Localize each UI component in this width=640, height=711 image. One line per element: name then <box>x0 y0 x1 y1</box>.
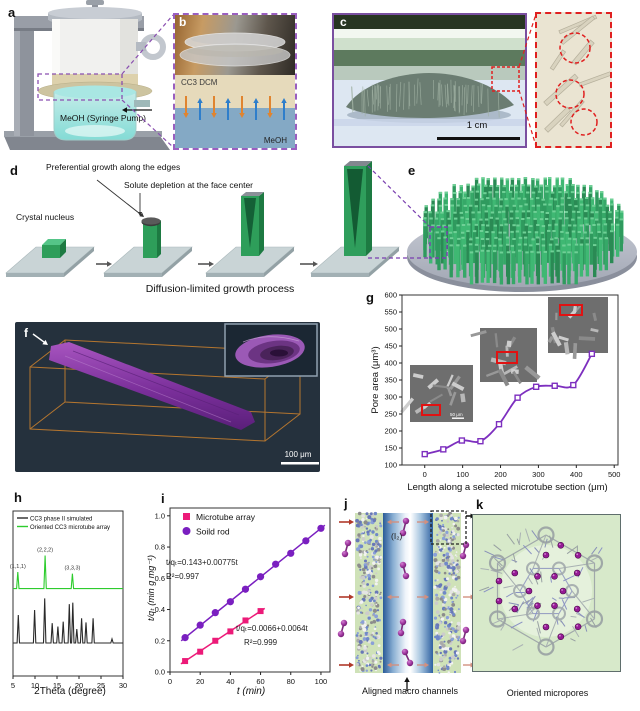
svg-text:100: 100 <box>315 677 328 686</box>
svg-text:20: 20 <box>196 677 204 686</box>
svg-text:CC3 phase II simulated: CC3 phase II simulated <box>30 517 92 523</box>
svg-text:250: 250 <box>384 410 397 419</box>
panel-k-label: k <box>476 497 484 512</box>
panel-j-macro-channels <box>337 510 475 691</box>
svg-text:0.2: 0.2 <box>155 636 165 645</box>
pump-annotation: MeOH (Syringe Pump) <box>60 113 146 123</box>
svg-text:0.0: 0.0 <box>155 668 165 677</box>
panel-a-label: a <box>8 5 16 20</box>
svg-text:300: 300 <box>384 393 397 402</box>
panel-g-label: g <box>366 290 374 305</box>
i-ylabel: t/qₜ (min g mg⁻¹) <box>146 555 156 621</box>
svg-text:50 μm: 50 μm <box>450 412 463 417</box>
svg-text:40: 40 <box>226 677 234 686</box>
svg-text:t/qₜ=0.143+0.00775t: t/qₜ=0.143+0.00775t <box>166 558 239 567</box>
panel-b-diagram: CC3 DCM MeOH <box>175 75 295 148</box>
panel-b-photo: b <box>175 15 295 75</box>
svg-text:450: 450 <box>384 342 397 351</box>
panel-h-xrd-chart: 5 10 15 20 25 30 (1,1,1) (2,2,2) (3,3,3) CC3 phas… <box>10 510 127 690</box>
svg-text:(3,3,3): (3,3,3) <box>64 566 80 572</box>
f-scale-bar-label: 100 μm <box>284 450 312 459</box>
panel-b-label: b <box>179 15 187 29</box>
panel-d-caption: Diffusion-limited growth process <box>145 283 295 295</box>
svg-text:0: 0 <box>168 677 172 686</box>
svg-text:Microtube array: Microtube array <box>196 512 256 522</box>
solution-label: CC3 DCM <box>181 78 218 87</box>
panel-a-apparatus <box>4 0 170 150</box>
svg-text:150: 150 <box>384 444 397 453</box>
svg-text:200: 200 <box>494 470 507 479</box>
svg-text:200: 200 <box>384 427 397 436</box>
svg-text:400: 400 <box>570 470 583 479</box>
iodine-label: (I₂) <box>391 531 403 541</box>
microtube-closeup <box>543 14 610 136</box>
svg-text:t/qₜ=0.0066+0.0064t: t/qₜ=0.0066+0.0064t <box>236 624 309 633</box>
g-ylabel: Pore area (μm³) <box>370 346 381 414</box>
panel-e-label: e <box>408 163 416 178</box>
svg-text:0.8: 0.8 <box>155 543 165 552</box>
panel-h-label: h <box>14 490 22 505</box>
svg-text:500: 500 <box>608 470 621 479</box>
svg-text:500: 500 <box>384 325 397 334</box>
svg-text:600: 600 <box>384 291 397 300</box>
panel-f-tomography <box>15 322 320 472</box>
panel-k-micropores <box>472 514 621 672</box>
svg-text:Oriented CC3 microtube array: Oriented CC3 microtube array <box>30 525 110 531</box>
svg-text:(2,2,2): (2,2,2) <box>37 548 53 554</box>
svg-text:5: 5 <box>11 681 15 690</box>
svg-text:100: 100 <box>384 461 397 470</box>
svg-text:550: 550 <box>384 308 397 317</box>
svg-text:300: 300 <box>532 470 545 479</box>
callout-edges: Preferential growth along the edges <box>46 162 181 172</box>
svg-text:Soild rod: Soild rod <box>196 527 230 537</box>
svg-text:20: 20 <box>75 681 83 690</box>
svg-text:R²=0.999: R²=0.999 <box>244 638 278 647</box>
scale-bar-label: 1 cm <box>466 120 488 131</box>
panel-j-label: j <box>344 496 348 511</box>
diffusion-arrows <box>175 75 295 148</box>
panel-c-magnified-inset <box>535 12 612 148</box>
glass-dish-illustration <box>179 32 291 67</box>
microtube-3d-render <box>29 323 319 465</box>
svg-text:10: 10 <box>31 681 39 690</box>
svg-text:400: 400 <box>384 359 397 368</box>
solvent-label: MeOH <box>263 135 287 145</box>
g-xlabel: Length along a selected microtube sectio… <box>407 482 608 493</box>
svg-text:60: 60 <box>256 677 264 686</box>
panel-c-label: c <box>340 15 347 29</box>
svg-text:(1,1,1): (1,1,1) <box>10 564 26 570</box>
svg-text:80: 80 <box>287 677 295 686</box>
svg-text:1.0: 1.0 <box>155 511 165 520</box>
panel-f-label: f <box>24 326 28 340</box>
cage-structure <box>479 526 604 656</box>
svg-text:25: 25 <box>97 681 105 690</box>
panel-b-inset: b CC3 DCM MeOH <box>173 13 297 150</box>
crystal-array-photo <box>334 15 525 146</box>
panel-c-photo: c 1 cm <box>332 13 527 148</box>
svg-text:R²=0.997: R²=0.997 <box>166 572 200 581</box>
panel-d-label: d <box>10 163 18 178</box>
svg-text:0.4: 0.4 <box>155 605 165 614</box>
panel-g-pore-area-chart: 50 μm 100 150 200 250 300 350 400 450 500 550 600 0 1… <box>384 291 621 480</box>
svg-text:350: 350 <box>384 376 397 385</box>
svg-text:0: 0 <box>423 470 427 479</box>
panel-e-pillar-array <box>407 177 637 292</box>
panel-i-kinetics-chart: 0.0 0.2 0.4 0.6 0.8 1.0 0 20 40 60 80 100 Microtube … <box>155 507 331 686</box>
nucleus-label: Crystal nucleus <box>16 212 75 222</box>
svg-text:15: 15 <box>53 681 61 690</box>
panel-j-caption: Aligned macro channels <box>361 686 459 696</box>
panel-i-label: i <box>161 491 165 506</box>
i-xlabel: t (min) <box>236 686 266 697</box>
svg-text:100: 100 <box>456 470 469 479</box>
h-xlabel: 2Theta (degree) <box>34 686 106 697</box>
svg-text:0.6: 0.6 <box>155 574 165 583</box>
callout-center: Solute depletion at the face center <box>124 180 254 190</box>
panel-d-growth-schematic <box>5 161 400 277</box>
panel-k-caption: Oriented micropores <box>506 688 589 698</box>
svg-text:30: 30 <box>119 681 127 690</box>
